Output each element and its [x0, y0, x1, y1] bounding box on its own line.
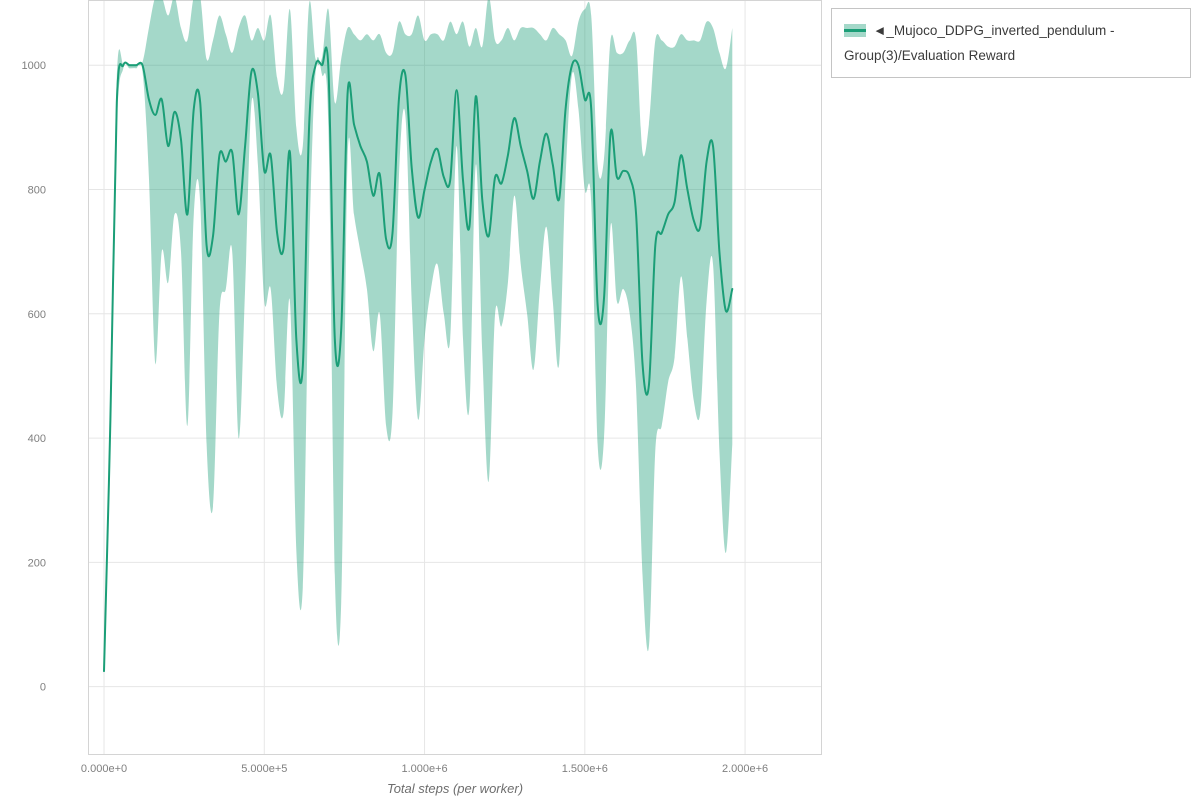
y-tick-label: 400	[28, 433, 46, 445]
x-tick-label: 1.000e+6	[401, 763, 447, 775]
x-tick-label: 2.000e+6	[722, 763, 768, 775]
x-axis-title: Total steps (per worker)	[386, 781, 524, 796]
legend-label: ◄_Mujoco_DDPG_inverted_pendulum - Group(…	[844, 23, 1115, 63]
line-chart-plot[interactable]: 0.000e+0 5.000e+5 1.000e+6 1.500e+6 2.000e+6…	[0, 0, 830, 800]
legend[interactable]: ◄_Mujoco_DDPG_inverted_pendulum - Group(…	[831, 8, 1191, 78]
y-tick-label: 200	[28, 557, 46, 569]
x-tick-label: 0.000e+0	[81, 763, 127, 775]
y-tick-label: 800	[28, 185, 46, 197]
y-tick-label: 600	[28, 309, 46, 321]
y-tick-label: 1000	[22, 60, 46, 72]
confidence-band	[104, 0, 733, 672]
mean-line	[103, 46, 734, 673]
x-tick-label: 1.500e+6	[562, 763, 608, 775]
x-tick-label: 5.000e+5	[241, 763, 287, 775]
legend-swatch-line-icon	[844, 29, 866, 32]
y-tick-label: 0	[40, 682, 46, 694]
plot-border	[88, 0, 822, 755]
legend-swatch-icon	[844, 24, 866, 37]
